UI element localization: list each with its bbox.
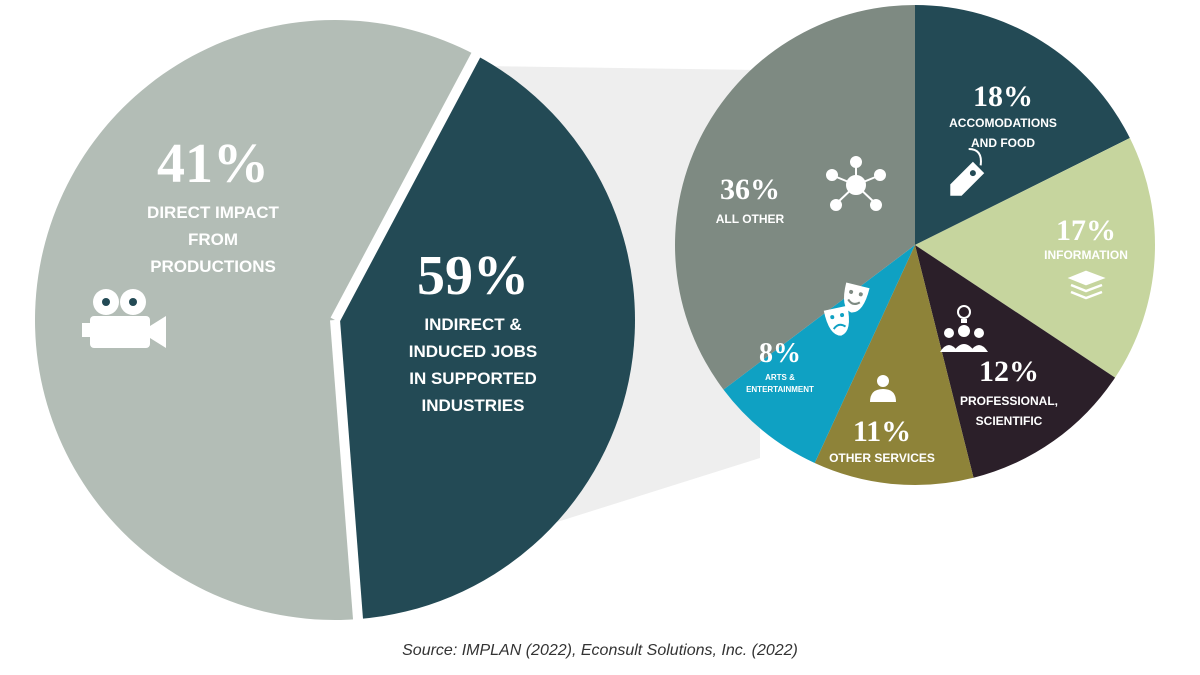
data-label-other-services-line1: OTHER SERVICES — [829, 451, 935, 465]
tag-icon — [950, 148, 985, 196]
pie-slice-direct-impact — [335, 55, 635, 620]
data-label-indirect-line4: INDUSTRIES — [422, 396, 525, 415]
data-label-indirect-pct: 59% — [417, 245, 529, 307]
data-label-arts-pct: 8% — [759, 338, 801, 369]
doctor-icon — [870, 375, 896, 402]
data-label-direct-line1: DIRECT IMPACT — [147, 203, 280, 222]
pie-slice-professional-scientific — [915, 245, 1116, 478]
pie-slice-information — [915, 138, 1155, 378]
data-label-direct-line2: FROM — [188, 230, 238, 249]
data-label-info-pct: 17% — [1056, 214, 1116, 247]
data-label-accom-pct: 18% — [973, 80, 1033, 113]
left-pie-chart: 41% DIRECT IMPACT FROM PRODUCTIONS 59% I… — [34, 20, 635, 624]
data-label-prof-pct: 12% — [979, 355, 1039, 388]
theater-masks-icon — [823, 282, 870, 336]
data-label-direct-pct: 41% — [157, 133, 269, 195]
pie-slice-indirect-induced — [34, 20, 476, 621]
data-label-other-services-pct: 11% — [853, 415, 911, 448]
data-label-arts-line1: ARTS & — [765, 373, 795, 382]
data-label-indirect-line3: IN SUPPORTED — [409, 369, 537, 388]
pie-separator — [330, 319, 364, 624]
data-label-info-line1: INFORMATION — [1044, 248, 1128, 262]
film-camera-icon — [82, 289, 166, 348]
data-label-accom-line2: AND FOOD — [971, 136, 1035, 150]
data-label-all-other-line1: ALL OTHER — [716, 212, 785, 226]
team-idea-icon — [940, 305, 988, 352]
data-label-indirect-line2: INDUCED JOBS — [409, 342, 537, 361]
data-label-prof-line2: SCIENTIFIC — [976, 414, 1043, 428]
source-caption: Source: IMPLAN (2022), Econsult Solution… — [402, 642, 798, 659]
data-label-arts-line2: ENTERTAINMENT — [746, 385, 814, 394]
right-pie-chart: 18% ACCOMODATIONS AND FOOD 17% INFORMATI… — [675, 5, 1155, 485]
pie-slice-arts-entertainment — [723, 245, 915, 464]
data-label-direct-line3: PRODUCTIONS — [150, 257, 276, 276]
pie-slice-all-other — [675, 5, 915, 390]
data-label-all-other-pct: 36% — [720, 173, 780, 206]
pie-separator — [330, 49, 483, 323]
books-icon — [1067, 270, 1106, 300]
data-label-indirect-line1: INDIRECT & — [424, 315, 521, 334]
data-label-prof-line1: PROFESSIONAL, — [960, 394, 1058, 408]
network-icon — [826, 156, 886, 211]
pie-slice-other-services — [814, 245, 974, 485]
data-label-accom-line1: ACCOMODATIONS — [949, 116, 1057, 130]
